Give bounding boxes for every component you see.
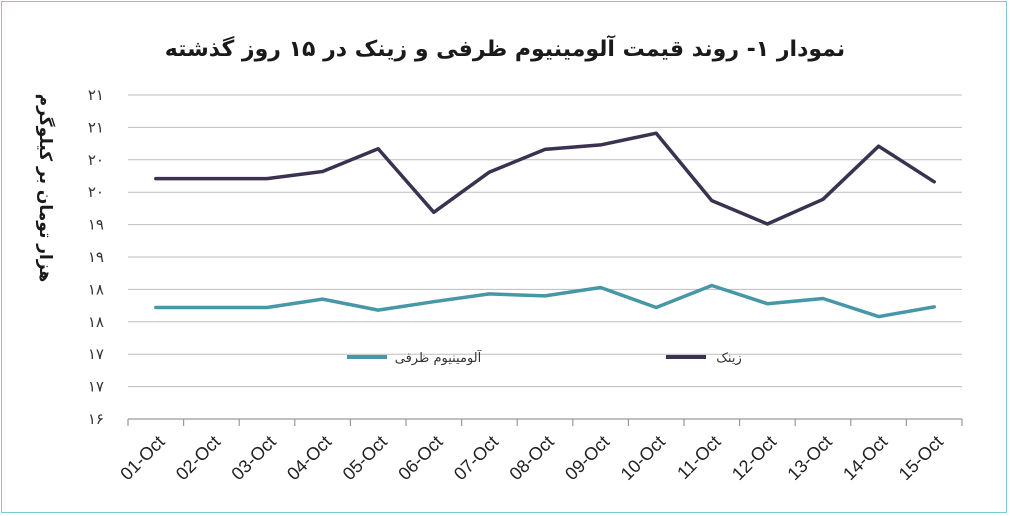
series-line-aluminum xyxy=(154,283,936,319)
y-tick-label: ۱۷ xyxy=(88,378,104,396)
x-tick-label: 05-Oct xyxy=(339,432,391,484)
y-tick-label: ۱۷ xyxy=(88,345,104,363)
x-tick-label: 04-Oct xyxy=(283,432,335,484)
y-tick-label: ۱۶ xyxy=(88,410,104,428)
y-tick-label: ۱۸ xyxy=(88,280,104,298)
x-tick-label: 12-Oct xyxy=(728,432,780,484)
y-tick-label: ۲۰ xyxy=(88,151,104,169)
legend-label-aluminum: آلومینیوم ظرفی xyxy=(395,349,483,366)
x-tick-labels: 01-Oct 02-Oct 03-Oct 04-Oct 05-Oct 06-Oct 07-O… xyxy=(116,432,947,484)
x-tick-label: 13-Oct xyxy=(783,432,835,484)
y-axis-label: هزار تومان بر کیلوگرم xyxy=(35,94,56,283)
x-tick-label: 01-Oct xyxy=(116,432,168,484)
series-lines xyxy=(154,131,936,319)
x-axis xyxy=(127,418,963,426)
x-tick-label: 08-Oct xyxy=(505,432,557,484)
gridlines xyxy=(128,94,962,388)
chart-title: نمودار ۱- روند قیمت آلومینیوم ظرفی و زین… xyxy=(165,34,845,62)
x-tick-label: 03-Oct xyxy=(227,432,279,484)
y-tick-label: ۱۹ xyxy=(88,216,104,234)
legend-label-zinc: زینک xyxy=(716,351,741,366)
y-tick-labels: ۱۶ ۱۷ ۱۷ ۱۸ ۱۸ ۱۹ ۱۹ ۲۰ ۲۰ ۲۱ ۲۱ xyxy=(88,86,104,428)
y-tick-label: ۱۹ xyxy=(88,248,104,266)
x-tick-label: 02-Oct xyxy=(172,432,224,484)
series-line-zinc xyxy=(154,131,936,226)
x-tick-label: 11-Oct xyxy=(673,432,724,483)
x-tick-label: 10-Oct xyxy=(617,432,669,484)
y-tick-label: ۲۰ xyxy=(88,183,104,201)
x-tick-label: 14-Oct xyxy=(839,432,891,484)
x-tick-label: 09-Oct xyxy=(561,432,613,484)
legend: آلومینیوم ظرفی زینک xyxy=(347,349,742,366)
y-tick-label: ۲۱ xyxy=(88,86,104,104)
x-tick-label: 06-Oct xyxy=(394,432,446,484)
x-tick-label: 07-Oct xyxy=(450,432,502,484)
y-tick-label: ۱۸ xyxy=(88,313,104,331)
y-tick-label: ۲۱ xyxy=(88,118,104,136)
x-tick-label: 15-Oct xyxy=(895,432,947,484)
